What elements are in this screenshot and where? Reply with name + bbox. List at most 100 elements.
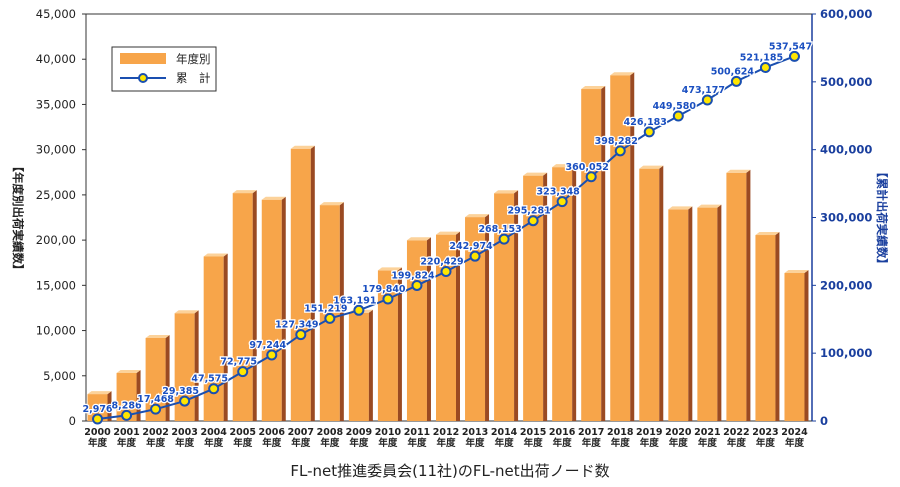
bar-side: [775, 232, 780, 421]
line-point: [208, 383, 220, 395]
bar-top: [203, 253, 228, 257]
x-tick-suffix: 年度: [262, 437, 282, 449]
x-tick-label: 2013: [462, 427, 488, 438]
bar-top: [377, 267, 402, 271]
line-point: [324, 312, 336, 324]
bar: [261, 199, 282, 421]
bar-top: [639, 165, 664, 169]
data-label: 29,385: [162, 386, 199, 397]
bar: [726, 172, 747, 421]
right-tick-label: 600,000: [820, 7, 872, 21]
data-label: 398,282: [595, 136, 638, 147]
x-tick-label: 2020: [665, 427, 692, 438]
x-tick-label: 2018: [607, 427, 634, 438]
bar-top: [755, 232, 780, 236]
bar-top: [290, 145, 315, 149]
x-tick-suffix: 年度: [233, 437, 253, 449]
x-tick-label: 2021: [694, 427, 720, 438]
bar-side: [223, 253, 228, 421]
x-tick-label: 2006: [259, 427, 286, 438]
bar-side: [543, 172, 548, 421]
x-tick-suffix: 年度: [291, 437, 311, 449]
x-tick-label: 2019: [636, 427, 662, 438]
data-label: 360,052: [566, 162, 609, 173]
bar: [639, 168, 660, 421]
x-tick-suffix: 年度: [407, 437, 427, 449]
right-tick-label: 0: [820, 414, 828, 428]
bar: [552, 167, 573, 421]
data-label: 242,974: [449, 241, 493, 252]
x-tick-suffix: 年度: [582, 437, 602, 449]
x-tick-label: 2010: [375, 427, 402, 438]
line-point: [585, 171, 597, 183]
left-tick-label: 30,000: [36, 143, 76, 157]
line-point: [498, 233, 510, 245]
bar-side: [804, 270, 809, 421]
bar-top: [87, 391, 112, 395]
bar-side: [252, 190, 257, 421]
line-point: [382, 293, 394, 305]
bar-side: [136, 369, 141, 421]
bar: [755, 235, 776, 421]
bar-top: [116, 369, 141, 373]
bar-side: [368, 309, 373, 421]
bar: [348, 312, 369, 421]
line-point: [730, 75, 742, 87]
bar-side: [630, 72, 635, 421]
bar: [116, 372, 137, 421]
legend-bar-swatch: [120, 53, 166, 64]
x-tick-suffix: 年度: [640, 437, 660, 449]
right-tick-label: 400,000: [820, 143, 872, 157]
legend-bar-label: 年度別: [176, 52, 211, 66]
x-tick-label: 2023: [752, 427, 778, 438]
data-label: 163,191: [333, 295, 376, 306]
left-tick-label: 200,00: [36, 233, 76, 247]
bar-side: [601, 86, 606, 421]
x-tick-label: 2009: [346, 427, 372, 438]
bar: [87, 394, 108, 421]
right-axis-title: 【累計出荷実績数】: [875, 166, 889, 270]
x-tick-label: 2015: [520, 427, 546, 438]
bar-side: [339, 202, 344, 421]
data-label: 537,547: [769, 41, 812, 52]
line-point: [266, 349, 278, 361]
data-label: 268,153: [478, 224, 521, 235]
x-tick-label: 2008: [317, 427, 344, 438]
line-point: [672, 110, 684, 122]
bar: [668, 209, 689, 421]
left-tick-label: 45,000: [36, 7, 76, 21]
data-label: 295,281: [507, 206, 550, 217]
chart-caption: FL-net推進委員会(11社)のFL-net出荷ノード数: [290, 462, 610, 480]
bar-top: [436, 231, 460, 235]
x-tick-suffix: 年度: [204, 437, 224, 449]
chart: 0 5,000 10,000 15,000 200,00 25,000 30,000 35,0…: [11, 7, 889, 449]
bar-side: [717, 204, 722, 421]
x-tick-suffix: 年度: [466, 437, 486, 449]
bar: [697, 207, 718, 421]
right-tick-label: 500,000: [820, 75, 872, 89]
line-point: [92, 413, 104, 425]
legend-line-label: 累 計: [176, 71, 211, 85]
left-tick-label: 25,000: [36, 188, 76, 202]
right-tick-label: 100,000: [820, 346, 872, 360]
left-tick-label: 35,000: [36, 97, 76, 111]
bar-top: [232, 190, 257, 194]
bar-side: [194, 310, 199, 421]
bar: [377, 270, 398, 421]
bar-top: [174, 310, 199, 314]
bar: [523, 175, 544, 421]
bar-top: [319, 202, 344, 206]
x-tick-suffix: 年度: [698, 437, 718, 449]
line-point: [179, 395, 191, 407]
bar-top: [697, 204, 722, 208]
data-label: 97,244: [249, 340, 286, 351]
bar-top: [784, 270, 809, 274]
bar: [290, 148, 311, 422]
legend-line-marker: [138, 73, 148, 83]
bar: [174, 313, 195, 421]
x-tick-suffix: 年度: [756, 437, 776, 449]
x-tick-label: 2003: [171, 427, 197, 438]
data-label: 521,185: [740, 52, 783, 63]
bar-top: [261, 196, 286, 200]
bar: [465, 217, 486, 421]
